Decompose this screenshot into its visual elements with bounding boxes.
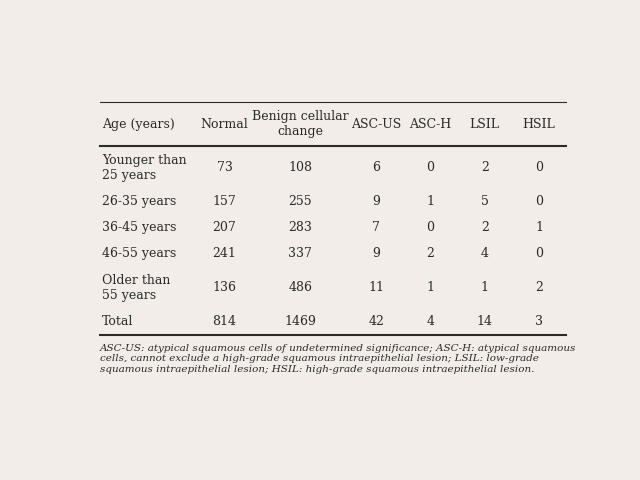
Text: 0: 0: [535, 247, 543, 260]
Text: 73: 73: [216, 161, 232, 174]
Text: 814: 814: [212, 315, 237, 328]
Text: 0: 0: [535, 195, 543, 208]
Text: 207: 207: [212, 221, 236, 234]
Text: 2: 2: [481, 221, 489, 234]
Text: 108: 108: [289, 161, 312, 174]
Text: HSIL: HSIL: [523, 118, 556, 131]
Text: Benign cellular
change: Benign cellular change: [252, 110, 349, 138]
Text: ASC-H: ASC-H: [410, 118, 452, 131]
Text: 2: 2: [481, 161, 489, 174]
Text: 1469: 1469: [285, 315, 316, 328]
Text: 157: 157: [212, 195, 236, 208]
Text: 42: 42: [369, 315, 384, 328]
Text: 11: 11: [369, 281, 385, 294]
Text: 0: 0: [535, 161, 543, 174]
Text: 255: 255: [289, 195, 312, 208]
Text: 26-35 years: 26-35 years: [102, 195, 177, 208]
Text: 5: 5: [481, 195, 489, 208]
Text: 0: 0: [426, 221, 435, 234]
Text: Total: Total: [102, 315, 134, 328]
Text: 2: 2: [535, 281, 543, 294]
Text: LSIL: LSIL: [470, 118, 500, 131]
Text: 14: 14: [477, 315, 493, 328]
Text: Younger than
25 years: Younger than 25 years: [102, 154, 187, 181]
Text: 6: 6: [372, 161, 380, 174]
Text: 486: 486: [289, 281, 312, 294]
Text: 0: 0: [426, 161, 435, 174]
Text: 1: 1: [535, 221, 543, 234]
Text: 9: 9: [372, 247, 380, 260]
Text: 337: 337: [289, 247, 312, 260]
Text: 283: 283: [289, 221, 312, 234]
Text: Older than
55 years: Older than 55 years: [102, 274, 171, 301]
Text: 4: 4: [426, 315, 435, 328]
Text: 3: 3: [535, 315, 543, 328]
Text: 4: 4: [481, 247, 489, 260]
Text: 36-45 years: 36-45 years: [102, 221, 177, 234]
Text: 9: 9: [372, 195, 380, 208]
Text: 46-55 years: 46-55 years: [102, 247, 177, 260]
Text: 7: 7: [372, 221, 380, 234]
Text: ASC-US: atypical squamous cells of undetermined significance; ASC-H: atypical sq: ASC-US: atypical squamous cells of undet…: [100, 344, 576, 374]
Text: 1: 1: [481, 281, 489, 294]
Text: Age (years): Age (years): [102, 118, 175, 131]
Text: 2: 2: [427, 247, 435, 260]
Text: 1: 1: [426, 195, 435, 208]
Text: ASC-US: ASC-US: [351, 118, 401, 131]
Text: 1: 1: [426, 281, 435, 294]
Text: 241: 241: [212, 247, 236, 260]
Text: 136: 136: [212, 281, 237, 294]
Text: Normal: Normal: [201, 118, 248, 131]
